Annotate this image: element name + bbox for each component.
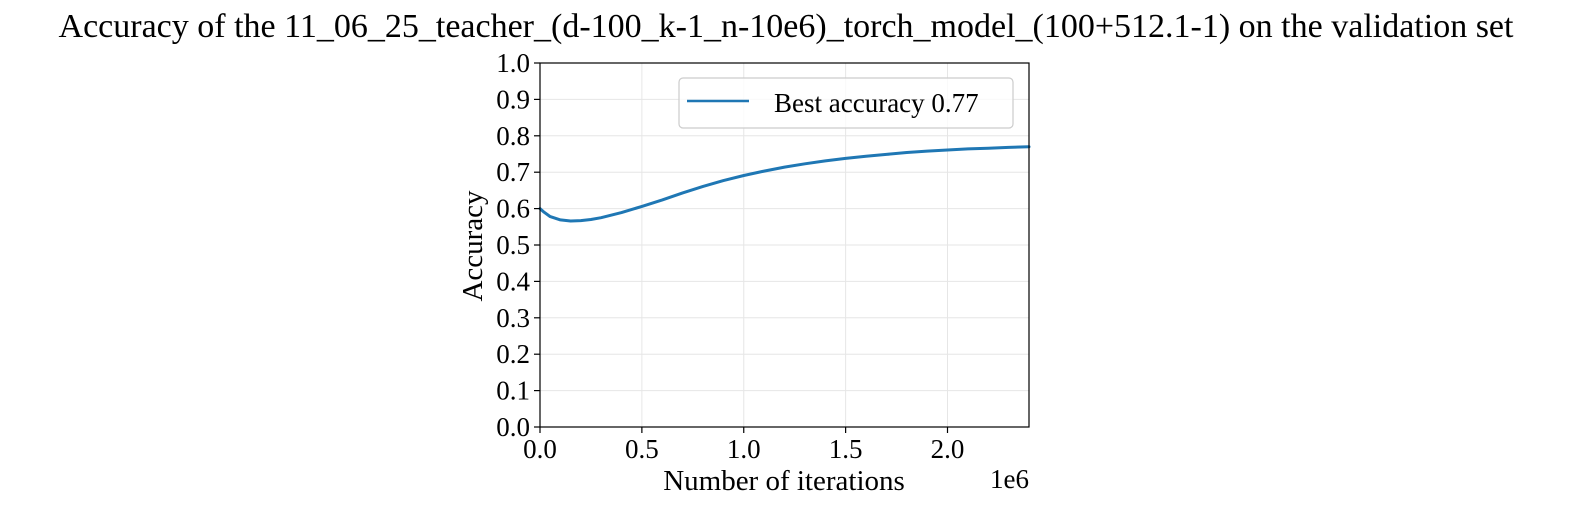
legend-box — [678, 77, 1014, 129]
x-tick-label: 1.5 — [829, 434, 863, 464]
y-tick-label: 0.4 — [496, 266, 530, 296]
y-tick-label: 0.5 — [496, 230, 530, 260]
x-tick-label: 1.0 — [727, 434, 761, 464]
y-tick-label: 0.0 — [496, 412, 530, 442]
y-tick-label: 1.0 — [496, 48, 530, 78]
x-axis-ticks: 0.0 0.5 1.0 1.5 2.0 — [523, 427, 964, 464]
y-tick-label: 0.2 — [496, 339, 530, 369]
y-tick-label: 0.8 — [496, 121, 530, 151]
x-axis-label: Number of iterations — [663, 465, 905, 497]
legend-label-best-accuracy: Best accuracy 0.77 — [774, 88, 979, 118]
y-tick-label: 0.3 — [496, 303, 530, 333]
y-tick-label: 0.7 — [496, 157, 530, 187]
y-tick-label: 0.1 — [496, 376, 530, 406]
chart-title: Accuracy of the 11_06_25_teacher_(d-100_… — [59, 8, 1514, 45]
x-axis-offset-label: 1e6 — [990, 464, 1029, 494]
x-tick-label: 2.0 — [931, 434, 965, 464]
y-axis-ticks: 0.0 0.1 0.2 0.3 0.4 0.5 0.6 0.7 0.8 0.9 1.0 — [496, 48, 540, 442]
y-axis-label: Accuracy — [457, 190, 489, 302]
legend: Best accuracy 0.77 — [678, 77, 1014, 129]
plot-series — [538, 145, 1031, 223]
y-tick-label: 0.6 — [496, 194, 530, 224]
y-tick-label: 0.9 — [496, 84, 530, 114]
x-tick-label: 0.5 — [625, 434, 659, 464]
series-line-0 — [538, 145, 1031, 223]
x-tick-label: 0.0 — [523, 434, 557, 464]
